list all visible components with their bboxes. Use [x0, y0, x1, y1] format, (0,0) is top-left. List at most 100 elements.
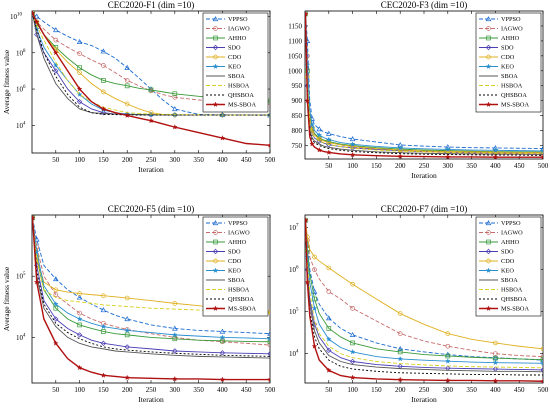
data-point-ahho: [124, 332, 130, 338]
data-point-sdo: [53, 316, 59, 322]
series-line-qhsboa: [305, 13, 543, 156]
data-point-sdo: [349, 358, 356, 365]
y-tick-exponent: 8: [23, 49, 26, 54]
x-tick-label: 200: [122, 156, 133, 164]
series-line-iagwo: [32, 13, 270, 104]
data-point-ms-sboa: [76, 364, 83, 371]
x-axis-label: Iteration: [411, 395, 437, 404]
data-point-ms-sboa: [305, 97, 311, 104]
x-axis-label: Iteration: [138, 165, 164, 174]
legend-label-cdo: CDO: [501, 258, 515, 265]
y-tick-exponent: 5: [23, 272, 26, 277]
data-point-ms-sboa: [316, 147, 323, 153]
data-point-ahho: [77, 65, 82, 71]
y-axis-label: Average fitness value: [2, 49, 11, 114]
y-tick-label: 105: [16, 272, 26, 281]
x-tick-label: 300: [443, 162, 454, 170]
legend-label-ms-sboa: MS-SBOA: [228, 102, 256, 109]
y-tick-label: 1000: [288, 67, 303, 75]
data-point-ms-sboa: [305, 217, 309, 223]
data-point-iagwo: [101, 63, 106, 68]
series-line-qhsboa: [32, 217, 270, 357]
data-point-ms-sboa: [171, 375, 178, 382]
data-point-iagwo: [172, 95, 178, 100]
legend-marker-vppso: [212, 220, 219, 226]
data-point-cdo: [540, 346, 543, 352]
data-point-keo: [540, 360, 543, 366]
y-tick-label: 750: [292, 142, 303, 150]
x-tick-label: 250: [146, 156, 157, 164]
x-tick-label: 400: [217, 156, 228, 164]
data-point-ms-sboa: [171, 124, 178, 130]
x-tick-label: 500: [265, 156, 276, 164]
data-point-ms-sboa: [349, 151, 356, 158]
data-point-ms-sboa: [33, 279, 40, 285]
legend: VPPSO IAGWO AHHO SDO CDO KEO SBOA HSBOA QHSBOA MS…: [202, 216, 269, 317]
data-point-cdo: [397, 311, 403, 316]
data-point-iagwo: [53, 292, 59, 297]
data-point-ahho: [540, 357, 543, 362]
x-tick-label: 150: [371, 162, 382, 170]
data-point-ms-sboa: [492, 377, 499, 383]
y-tick-label: 106: [289, 266, 299, 275]
data-point-vppso: [53, 276, 59, 282]
data-point-ahho: [445, 353, 451, 359]
x-tick-label: 50: [52, 386, 60, 394]
legend-marker-keo: [212, 267, 219, 273]
data-point-cdo: [77, 291, 82, 296]
data-point-keo: [444, 358, 451, 364]
x-tick-label: 100: [74, 386, 85, 394]
data-point-keo: [349, 141, 356, 147]
y-tick-exponent: 4: [23, 121, 26, 126]
series-line-vppso: [305, 12, 543, 149]
series-line-vppso: [32, 12, 270, 116]
series-line-ahho: [305, 220, 543, 361]
data-point-iagwo: [124, 78, 130, 83]
y-tick-label: 106: [16, 85, 26, 94]
x-tick-label: 50: [52, 156, 60, 164]
y-tick-exponent: 7: [296, 224, 299, 229]
y-axis-label: Average fitness value: [2, 266, 11, 331]
x-tick-label: 500: [538, 386, 549, 394]
series-lines: [32, 11, 270, 148]
series-line-keo: [305, 13, 543, 152]
data-point-iagwo: [267, 342, 270, 348]
data-point-keo: [325, 336, 332, 342]
series-line-sdo: [305, 220, 543, 371]
data-point-cdo: [53, 287, 59, 293]
legend-marker-cdo: [213, 258, 218, 264]
legend-label-sdo: SDO: [501, 45, 514, 52]
x-tick-label: 100: [74, 156, 85, 164]
data-point-keo: [397, 144, 404, 151]
data-point-cdo: [101, 89, 106, 95]
legend-marker-ms-sboa: [212, 101, 219, 107]
y-tick-label: 1050: [288, 52, 303, 60]
x-tick-label: 350: [466, 386, 477, 394]
data-point-iagwo: [326, 289, 332, 294]
data-point-vppso: [33, 13, 40, 19]
data-point-vppso: [316, 126, 323, 132]
data-point-iagwo: [77, 310, 82, 316]
legend-label-sboa: SBOA: [228, 73, 245, 80]
data-point-ms-sboa: [100, 105, 107, 112]
data-point-ms-sboa: [267, 142, 270, 148]
x-tick-label: 250: [419, 386, 430, 394]
x-tick-label: 450: [514, 386, 525, 394]
data-point-iagwo: [397, 331, 403, 336]
chart-title: CEC2020-F5 (dim =10): [108, 204, 195, 214]
y-tick-exponent: 6: [23, 85, 26, 90]
legend-label-qhsboa: QHSBOA: [228, 296, 254, 303]
data-point-sdo: [172, 348, 178, 354]
legend-label-sdo: SDO: [228, 249, 241, 256]
data-point-ms-sboa: [33, 18, 40, 25]
y-tick-label: 1100: [288, 37, 302, 45]
data-point-keo: [325, 136, 332, 142]
data-point-ms-sboa: [349, 374, 356, 380]
data-point-keo: [171, 331, 178, 338]
y-tick-label: 950: [292, 82, 303, 90]
data-point-vppso: [540, 145, 543, 151]
data-point-iagwo: [312, 267, 317, 272]
data-point-keo: [492, 147, 499, 153]
data-point-ahho: [172, 91, 178, 97]
legend-label-keo: KEO: [228, 64, 241, 71]
